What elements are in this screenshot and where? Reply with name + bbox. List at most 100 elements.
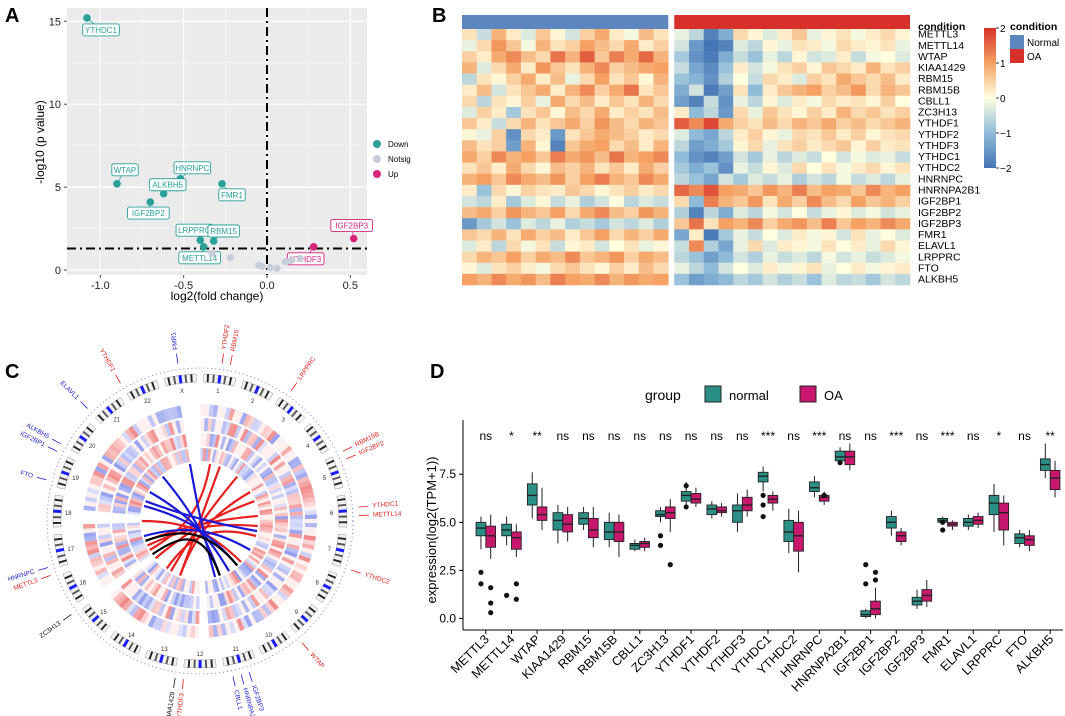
heatmap-cell: [674, 195, 690, 208]
circos-band: [338, 515, 347, 518]
circos-heat-cell: [130, 538, 144, 546]
heatmap-cell: [491, 173, 507, 186]
heatmap-cell: [535, 106, 551, 119]
circos-heat-cell: [214, 593, 221, 608]
heatmap-cell: [653, 207, 669, 219]
circos-heat-cell: [92, 469, 106, 479]
heatmap-cell: [624, 151, 640, 163]
heatmap-cell: [747, 207, 763, 219]
heatmap-cell: [565, 84, 581, 97]
circos-heat-cell: [273, 502, 287, 509]
circos-band: [65, 460, 74, 466]
heatmap-cell: [565, 118, 581, 130]
heatmap-cell: [689, 62, 705, 74]
heatmap-cell: [851, 40, 867, 52]
circos-heat-cell: [104, 553, 118, 563]
circos-gene-band: [322, 583, 332, 590]
circos-band: [113, 633, 120, 641]
circos-heat-cell: [98, 499, 113, 506]
circos-heat-cell: [178, 434, 185, 449]
circos-heat-cell: [233, 425, 242, 439]
heatmap-cell: [550, 184, 566, 197]
heatmap-cell: [491, 140, 507, 152]
circos-heat-cell: [256, 441, 268, 454]
circos-heat-cell: [160, 424, 169, 438]
heatmap-cell: [535, 251, 551, 264]
circos-heat-cell: [166, 454, 175, 468]
circos-heat-cell: [94, 465, 108, 476]
circos-heat-cell: [220, 623, 228, 636]
circos-heat-cell: [116, 489, 131, 497]
circos-heat-cell: [236, 566, 248, 579]
panel-label-c: C: [5, 361, 19, 383]
volcano-point-label: RBM15: [210, 227, 237, 236]
heatmap-cell: [624, 262, 640, 275]
circos-heat-cell: [208, 433, 214, 447]
circos-heat-cell: [288, 573, 302, 584]
circos-heat-cell: [287, 456, 300, 467]
heatmap-cell: [506, 62, 522, 74]
heatmap-cell: [476, 51, 492, 63]
circos-gene-label: CBLL1: [232, 690, 243, 711]
volcano-point-label: LRPPRC: [178, 226, 211, 235]
heatmap-cell: [535, 240, 551, 252]
circos-heat-cell: [188, 580, 193, 594]
heatmap-cell: [520, 240, 536, 252]
heatmap-cell: [865, 229, 881, 241]
circos-heat-cell: [119, 482, 133, 491]
circos-band: [337, 498, 346, 502]
circos-band: [53, 504, 62, 508]
circos-heat-cell: [287, 495, 301, 503]
boxplot-box: [552, 512, 564, 531]
circos-band: [151, 381, 156, 390]
heatmap-cell: [638, 129, 654, 141]
heatmap-cell: [520, 84, 536, 97]
circos-heat-cell: [208, 595, 214, 609]
heatmap-gene-label: CBLL1: [918, 95, 950, 107]
heatmap-cell: [836, 229, 852, 241]
circos-heat-cell: [86, 547, 100, 556]
circos-band: [59, 476, 68, 481]
heatmap-cell: [594, 40, 610, 52]
circos-heat-cell: [288, 499, 302, 506]
circos-heat-cell: [219, 436, 227, 450]
heatmap-cell: [747, 218, 763, 230]
boxplot-box: [809, 481, 820, 492]
circos-heat-cell: [136, 609, 147, 622]
circos-band: [326, 459, 335, 465]
circos-heat-cell: [255, 542, 269, 550]
heatmap-cell: [865, 173, 881, 186]
circos-heat-cell: [141, 576, 153, 589]
heatmap-cell: [895, 73, 911, 85]
heatmap-cell: [506, 29, 522, 41]
circos-heat-cell: [259, 516, 273, 520]
circos-gene-band: [60, 470, 70, 476]
heatmap-cell: [550, 195, 566, 208]
heatmap-cell: [565, 129, 581, 141]
circos-heat-cell: [115, 437, 127, 449]
circos-heat-cell: [302, 496, 316, 504]
heatmap-cell: [792, 29, 808, 41]
heatmap-cell: [703, 207, 719, 219]
heatmap-cell: [821, 273, 837, 286]
circos-heat-cell: [271, 493, 285, 500]
heatmap-cell: [703, 40, 719, 52]
heatmap-annotation-title: condition: [918, 21, 965, 33]
circos-heat-cell: [268, 547, 283, 556]
circos-heat-cell: [166, 590, 175, 604]
heatmap-cell: [550, 207, 566, 219]
heatmap-cell: [806, 162, 822, 174]
circos-heat-cell: [298, 479, 311, 488]
circos-heat-cell: [134, 486, 148, 495]
heatmap-cell: [792, 251, 808, 264]
circos-heat-cell: [257, 535, 271, 542]
heatmap-cell: [703, 118, 719, 130]
circos-heat-cell: [279, 586, 292, 598]
heatmap-cell: [674, 106, 690, 119]
circos-heat-cell: [115, 459, 129, 470]
heatmap-cell: [851, 118, 867, 130]
circos-heat-cell: [151, 565, 162, 578]
heatmap-cell: [579, 162, 595, 174]
circos-heat-cell: [299, 484, 313, 492]
circos-heat-cell: [233, 441, 242, 455]
